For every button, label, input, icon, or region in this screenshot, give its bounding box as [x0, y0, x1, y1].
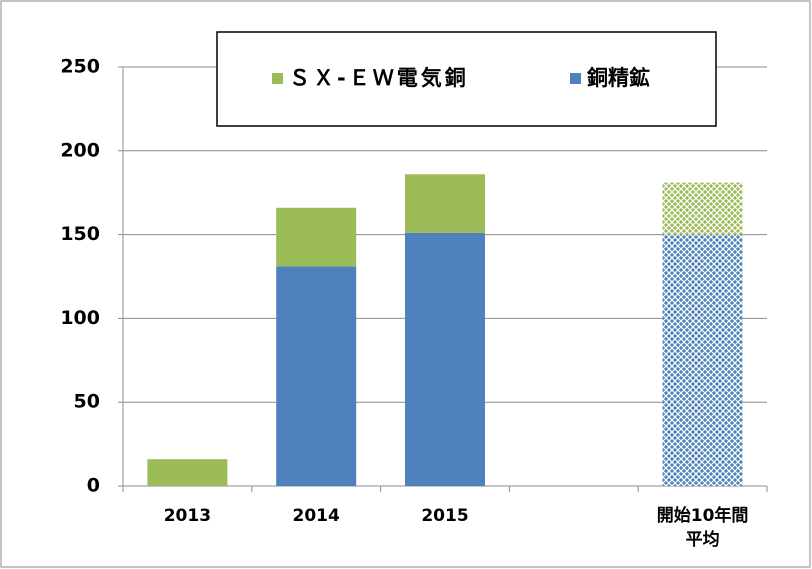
- bar-segment: [662, 182, 743, 235]
- bar-segment: [662, 234, 743, 486]
- y-tick-label: 50: [74, 391, 100, 413]
- legend-swatch: [272, 73, 283, 84]
- x-tick-label: 開始10年間 平均: [656, 506, 749, 550]
- x-tick-label: 2015: [421, 506, 469, 526]
- y-tick-label: 250: [60, 56, 100, 78]
- x-tick-label: 2014: [292, 506, 340, 526]
- bar-segment: [405, 232, 485, 486]
- y-tick-label: 0: [87, 475, 100, 497]
- bar-segment: [276, 266, 357, 486]
- legend-box: [216, 31, 717, 127]
- legend-label: ＳＸ-ＥＷ電気銅: [289, 66, 469, 90]
- bar-segment: [147, 459, 228, 486]
- bar-segment: [276, 207, 357, 267]
- y-tick-label: 100: [60, 307, 100, 329]
- y-tick-label: 150: [60, 223, 100, 245]
- bar-segment: [405, 174, 485, 233]
- y-tick-label: 200: [60, 139, 100, 161]
- x-tick-label: 2013: [163, 506, 212, 526]
- legend-label: 銅精鉱: [587, 66, 650, 90]
- legend-swatch: [570, 73, 581, 84]
